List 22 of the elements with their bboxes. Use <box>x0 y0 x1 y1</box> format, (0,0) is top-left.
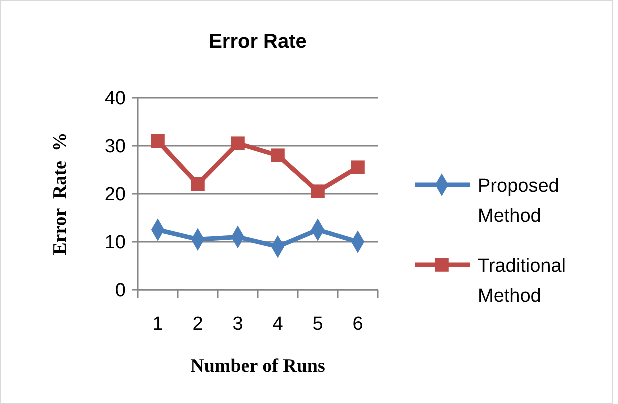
point <box>351 160 365 174</box>
chart-title: Error Rate <box>209 31 307 53</box>
point <box>311 184 325 198</box>
y-tick-label: 30 <box>104 136 126 158</box>
y-tick-label: 20 <box>104 184 126 206</box>
x-tick-label: 4 <box>272 314 284 335</box>
x-tick-label: 6 <box>352 314 364 335</box>
y-tick-label: 0 <box>115 280 126 302</box>
point <box>271 148 285 162</box>
x-tick-label: 5 <box>312 314 324 335</box>
point <box>231 136 245 150</box>
point <box>151 134 165 148</box>
y-tick-label: 10 <box>104 232 126 254</box>
x-tick-label: 1 <box>152 314 164 335</box>
y-tick-label: 40 <box>104 88 126 110</box>
x-axis-title: Number of Runs <box>190 356 326 377</box>
y-axis-title: Error Rate % <box>50 132 71 256</box>
legend-label: Proposed Method <box>478 176 560 227</box>
legend-label: Traditional Method <box>478 256 566 307</box>
point <box>191 178 205 192</box>
x-tick-label: 3 <box>232 314 244 335</box>
x-tick-label: 2 <box>192 314 204 335</box>
